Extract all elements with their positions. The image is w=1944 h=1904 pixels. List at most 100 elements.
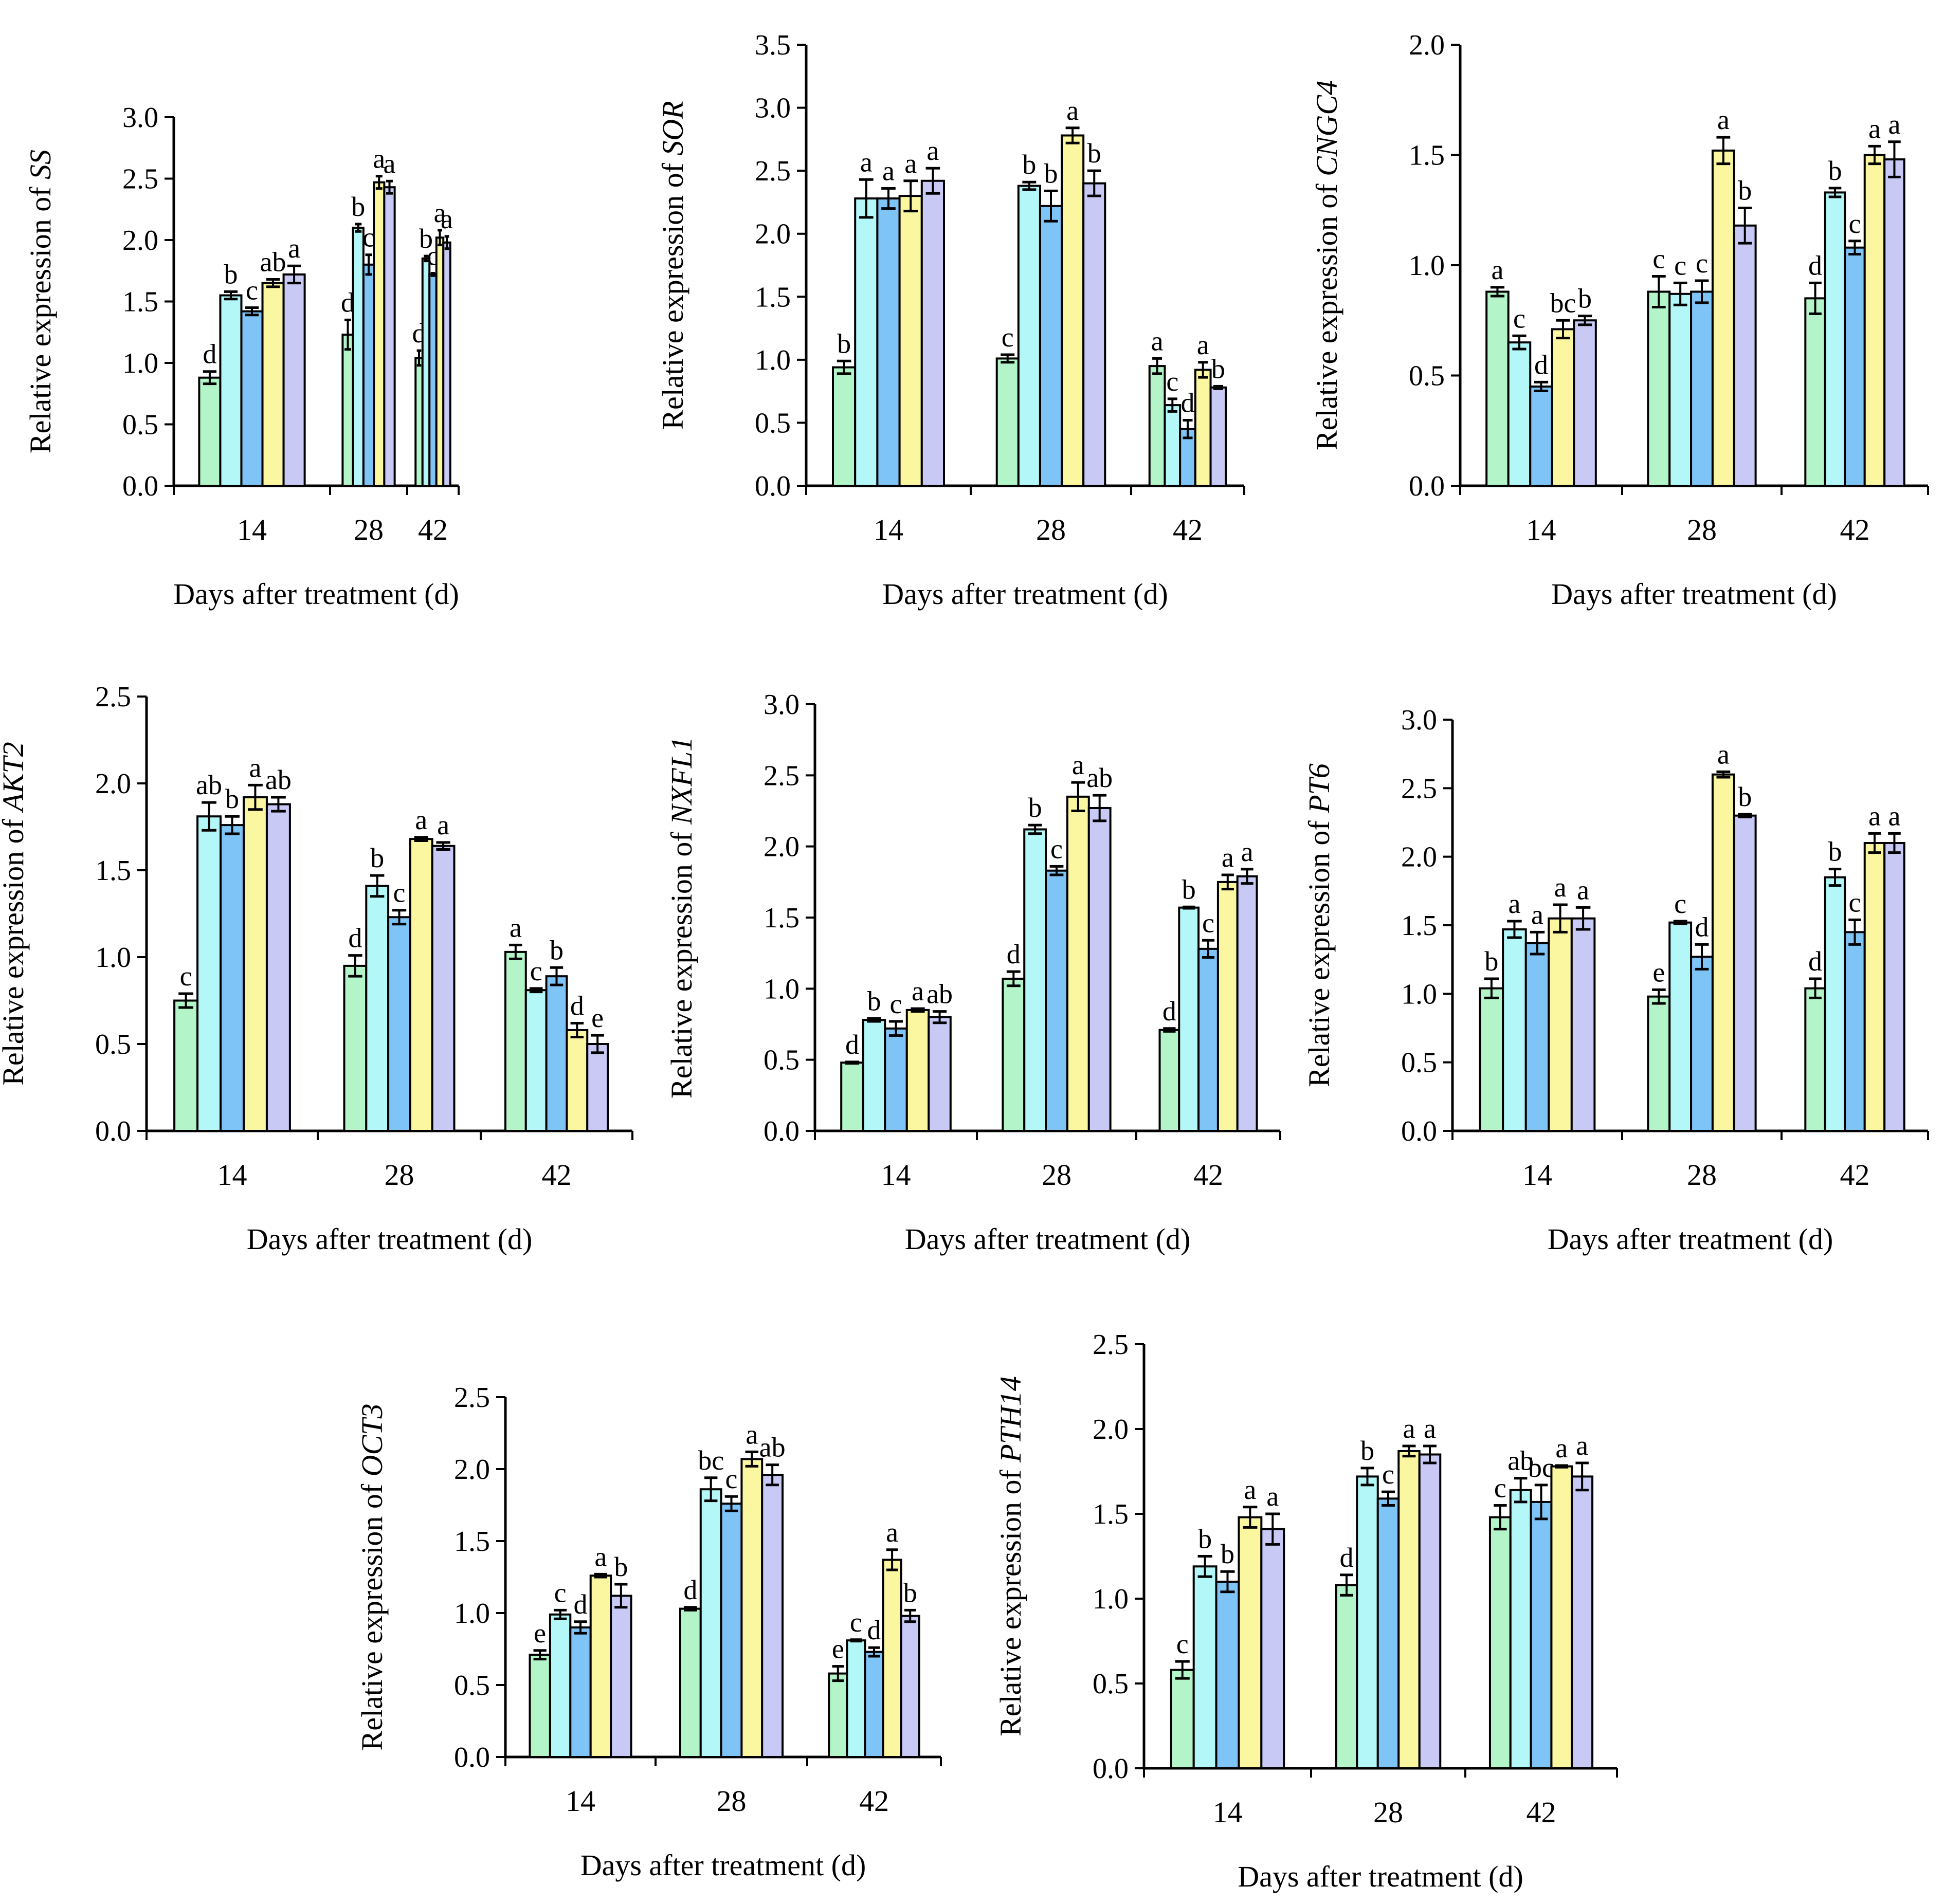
y-axis-title-gene: OCT3 [355, 1404, 389, 1477]
significance-label: a [904, 148, 917, 179]
significance-label: a [1868, 800, 1881, 831]
significance-label: a [1868, 113, 1881, 144]
bar [435, 236, 445, 487]
y-tick-label: 0.0 [95, 1115, 131, 1147]
x-tick-label: 14 [1522, 1158, 1552, 1192]
bar [1647, 290, 1671, 487]
bar [1236, 875, 1258, 1132]
bar [1238, 1516, 1263, 1770]
bar [832, 366, 857, 487]
x-axis-title: Days after treatment (d) [247, 1222, 533, 1256]
x-tick-label: 14 [881, 1158, 911, 1192]
significance-label: bc [1528, 1452, 1554, 1483]
significance-label: d [845, 1029, 859, 1060]
bar [679, 1607, 702, 1759]
y-tick-label: 0.0 [454, 1742, 490, 1773]
y-axis-title: Relative expression of SOR [656, 101, 689, 429]
bar [282, 273, 306, 487]
bar [1647, 995, 1671, 1132]
bar [1170, 1669, 1195, 1770]
bar [854, 197, 879, 487]
significance-label: bc [1550, 287, 1576, 318]
y-tick-label: 1.0 [1401, 978, 1437, 1010]
y-tick-label: 3.0 [764, 689, 800, 721]
y-tick-label: 1.5 [1093, 1498, 1129, 1530]
bar [1530, 1500, 1553, 1769]
bar [1164, 404, 1182, 487]
significance-label: e [534, 1618, 546, 1649]
y-tick-label: 1.0 [454, 1598, 490, 1630]
x-tick-label: 28 [1036, 513, 1066, 546]
x-axis-title: Days after treatment (d) [1548, 1222, 1833, 1256]
significance-label: c [362, 222, 375, 253]
bar [352, 227, 365, 487]
significance-label: ab [1507, 1445, 1534, 1476]
significance-label: c [1849, 887, 1861, 918]
x-tick-label: 14 [237, 513, 267, 546]
y-axis-title-prefix: Relative expression of [24, 179, 57, 453]
significance-label: d [203, 339, 216, 370]
x-tick-label: 42 [418, 513, 448, 546]
x-tick-label: 14 [1527, 513, 1556, 546]
significance-label: a [1424, 1413, 1436, 1444]
y-tick-label: 1.0 [1409, 250, 1445, 282]
significance-label: a [1197, 329, 1209, 360]
y-axis-title-gene: CNGC4 [1310, 80, 1343, 176]
significance-label: d [1181, 388, 1195, 418]
bar [1066, 795, 1090, 1132]
bar [549, 1613, 572, 1759]
significance-label: a [1151, 325, 1164, 356]
bar [1194, 369, 1212, 487]
significance-label: a [1266, 1481, 1279, 1512]
significance-label: c [850, 1607, 862, 1638]
bar [1209, 386, 1227, 487]
significance-label: c [1176, 1628, 1189, 1659]
bar [1376, 1497, 1400, 1770]
y-axis-title: Relative expression of NXFL1 [665, 737, 698, 1099]
significance-label: b [351, 191, 365, 222]
bar [1733, 814, 1757, 1132]
significance-label: a [1888, 109, 1900, 140]
bar [1690, 290, 1714, 487]
significance-label: b [1484, 946, 1498, 977]
y-tick-label: 2.0 [755, 218, 791, 250]
y-axis-title: Relative expression of SS [24, 150, 57, 453]
significance-label: b [1360, 1435, 1374, 1466]
bar [1192, 1565, 1218, 1770]
y-tick-label: 1.0 [95, 942, 131, 974]
significance-label: a [594, 1541, 607, 1572]
significance-label: d [574, 1589, 588, 1620]
bar [1711, 773, 1735, 1132]
y-tick-label: 2.5 [122, 163, 158, 195]
significance-label: d [348, 923, 362, 954]
bar [242, 796, 268, 1132]
bar [1023, 828, 1047, 1132]
significance-label: c [1002, 322, 1014, 353]
bar [928, 1016, 952, 1132]
y-axis-title-gene: NXFL1 [665, 737, 698, 825]
bar [196, 815, 222, 1132]
x-tick-label: 42 [1527, 1796, 1556, 1829]
y-tick-label: 1.5 [454, 1526, 490, 1558]
significance-label: a [288, 233, 300, 264]
y-tick-label: 2.0 [454, 1454, 490, 1486]
significance-label: b [225, 783, 239, 814]
x-tick-label: 28 [1687, 1158, 1717, 1192]
significance-label: b [1221, 1539, 1234, 1569]
bar [1804, 297, 1826, 487]
bar [265, 803, 291, 1132]
bar [1824, 876, 1846, 1132]
significance-label: b [1198, 1524, 1212, 1554]
bar [240, 310, 264, 487]
bar [1529, 385, 1553, 487]
significance-label: b [1738, 781, 1752, 812]
x-tick-label: 42 [1173, 513, 1203, 546]
y-tick-label: 1.5 [1401, 910, 1437, 942]
bar [1215, 1581, 1240, 1769]
y-tick-label: 1.0 [1093, 1583, 1129, 1615]
significance-label: d [1808, 946, 1822, 977]
significance-label: ab [265, 764, 292, 795]
